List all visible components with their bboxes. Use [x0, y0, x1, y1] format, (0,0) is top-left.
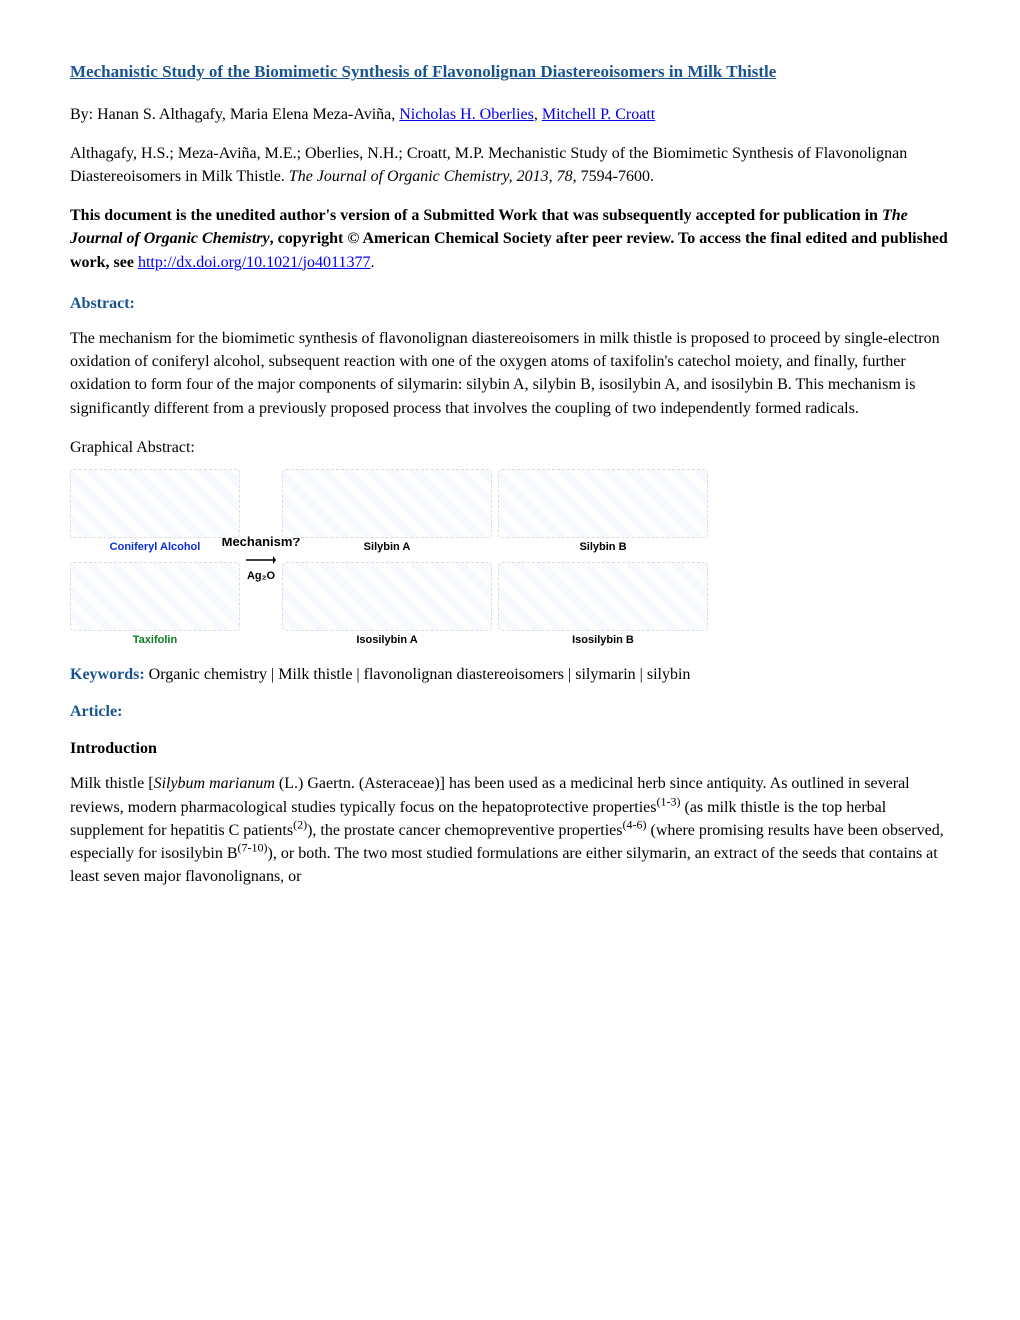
citation-pages: 7594-7600.: [577, 168, 654, 185]
abstract-text: The mechanism for the biomimetic synthes…: [70, 327, 950, 420]
citation: Althagafy, H.S.; Meza-Aviña, M.E.; Oberl…: [70, 142, 950, 188]
intro-4: ), the prostate cancer chemopreventive p…: [307, 822, 622, 839]
citation-text-2: ,: [549, 168, 557, 185]
molecule-label: Silybin A: [364, 540, 411, 556]
intro-1: Milk thistle [: [70, 775, 154, 792]
ref-4-6: (4-6): [622, 818, 646, 832]
molecule-silybin-a: Silybin A: [282, 469, 492, 556]
byline-prefix: By:: [70, 106, 97, 123]
molecule-label: Isosilybin A: [356, 633, 417, 649]
authors-plain: Hanan S. Althagafy, Maria Elena Meza-Avi…: [97, 106, 399, 123]
ref-7-10: (7-10): [238, 841, 268, 855]
intro-latin: Silybum marianum: [154, 775, 275, 792]
introduction-paragraph: Milk thistle [Silybum marianum (L.) Gaer…: [70, 772, 950, 888]
citation-vol: 78,: [557, 168, 577, 185]
title: Mechanistic Study of the Biomimetic Synt…: [70, 60, 950, 85]
doi-link[interactable]: http://dx.doi.org/10.1021/jo4011377: [138, 254, 370, 271]
ref-2: (2): [293, 818, 307, 832]
ref-1-3: (1-3): [656, 794, 680, 808]
article-heading: Article:: [70, 700, 950, 723]
introduction-heading: Introduction: [70, 737, 950, 760]
molecule-label: Taxifolin: [133, 633, 177, 649]
molecule-label: Isosilybin B: [572, 633, 634, 649]
keywords-head: Keywords:: [70, 666, 149, 683]
version-note: This document is the unedited author's v…: [70, 204, 950, 274]
molecule-isosilybin-b: Isosilybin B: [498, 562, 708, 649]
citation-journal: The Journal of Organic Chemistry, 2013: [289, 168, 549, 185]
molecule-taxifolin: Taxifolin: [70, 562, 240, 649]
title-link[interactable]: Mechanistic Study of the Biomimetic Synt…: [70, 62, 776, 81]
byline: By: Hanan S. Althagafy, Maria Elena Meza…: [70, 103, 950, 126]
mechanism-reagent: Ag₂O: [247, 569, 275, 585]
molecule-label: Coniferyl Alcohol: [110, 540, 201, 556]
version-note-period: .: [370, 254, 374, 271]
author-link-2[interactable]: Mitchell P. Croatt: [542, 106, 655, 123]
molecule-isosilybin-a: Isosilybin A: [282, 562, 492, 649]
molecule-silybin-b: Silybin B: [498, 469, 708, 556]
molecule-label: Silybin B: [579, 540, 626, 556]
molecule-coniferyl-alcohol: Coniferyl Alcohol: [70, 469, 240, 556]
mechanism-arrow: Mechanism? Ag₂O: [246, 469, 276, 649]
keywords-list: Organic chemistry | Milk thistle | flavo…: [149, 666, 691, 683]
graphical-abstract-label: Graphical Abstract:: [70, 436, 950, 459]
abstract-heading: Abstract:: [70, 292, 950, 315]
author-link-1[interactable]: Nicholas H. Oberlies: [399, 106, 534, 123]
keywords: Keywords: Organic chemistry | Milk thist…: [70, 663, 950, 686]
author-sep: ,: [534, 106, 542, 123]
graphical-abstract: Coniferyl Alcohol Taxifolin Mechanism? A…: [70, 469, 950, 649]
version-note-1: This document is the unedited author's v…: [70, 207, 882, 224]
